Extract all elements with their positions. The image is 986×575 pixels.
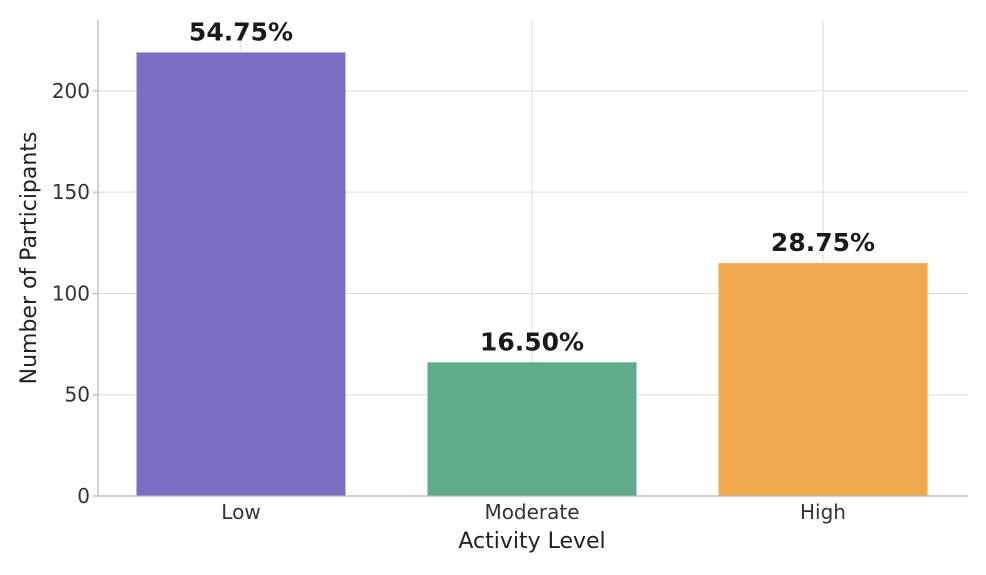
y-tick-label-200: 200 [52,79,90,103]
bar-low [136,52,346,497]
x-axis-title: Activity Level [458,529,605,554]
bar-moderate [427,362,637,496]
data-label-low: 54.75% [189,17,293,46]
data-label-moderate: 16.50% [480,327,584,356]
y-tick-label-100: 100 [52,281,90,305]
y-tick-label-0: 0 [77,484,90,508]
axes: Low Moderate High 0 50 100 150 200 [52,20,968,524]
data-labels: 54.75% 16.50% 28.75% [189,17,875,356]
bars [136,52,928,497]
x-tick-label-low: Low [221,500,260,524]
x-tick-label-high: High [800,500,846,524]
y-axis-title: Number of Participants [17,132,42,385]
bar-high [718,263,928,496]
x-tick-label-moderate: Moderate [484,500,579,524]
data-label-high: 28.75% [771,228,875,257]
y-tick-label-150: 150 [52,180,90,204]
y-tick-label-50: 50 [65,383,90,407]
